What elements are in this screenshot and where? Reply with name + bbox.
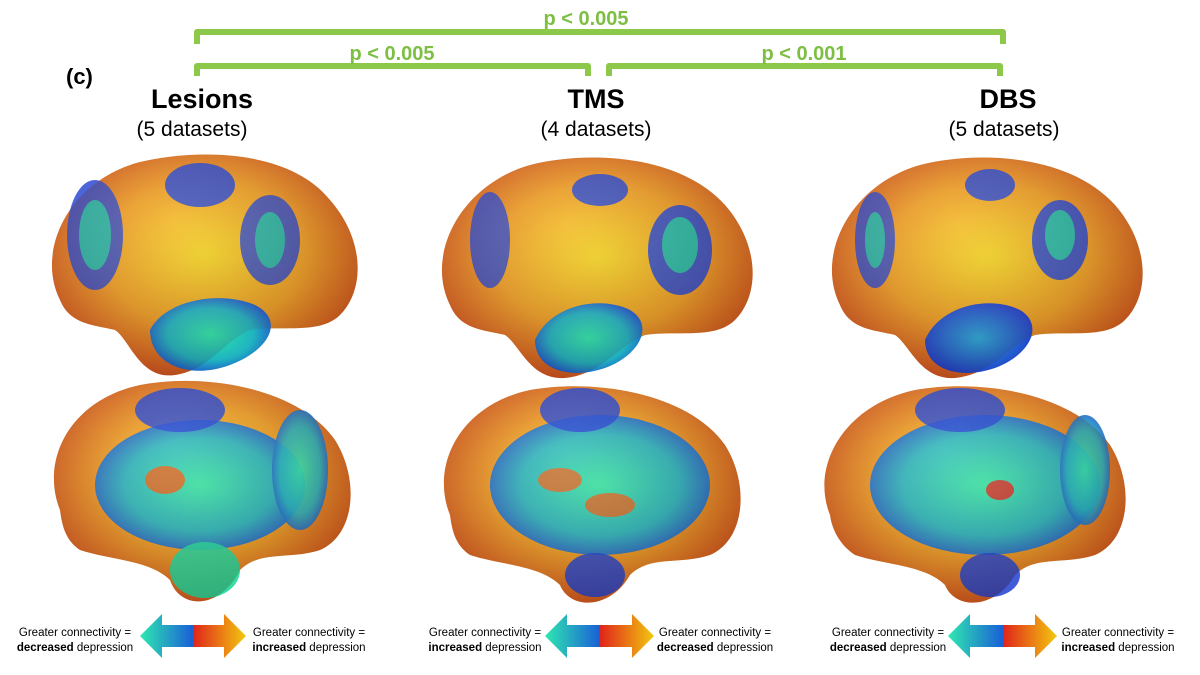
pvalue-lesions-dbs: p < 0.005 [543, 8, 629, 30]
brain-tms-lateral [441, 157, 753, 379]
column-title-dbs: DBS [979, 84, 1037, 114]
legend-tms-left: Greater connectivity = increased depress… [428, 627, 542, 654]
bracket-tms-dbs [606, 63, 1003, 76]
colorbar-legends [140, 614, 1057, 658]
brain-dbs-medial [824, 386, 1126, 603]
column-subtitle-dbs: (5 datasets) [948, 118, 1060, 141]
brain-lesions-medial [53, 380, 351, 602]
column-title-tms: TMS [567, 84, 625, 114]
pvalue-lesions-tms: p < 0.005 [349, 43, 435, 65]
pvalue-tms-dbs: p < 0.001 [761, 43, 847, 65]
column-subtitle-lesions: (5 datasets) [136, 118, 248, 141]
column-subtitle-tms: (4 datasets) [540, 118, 652, 141]
legend-dbs-left: Greater connectivity = decreased depress… [829, 627, 947, 654]
legend-lesions-right: Greater connectivity = increased depress… [252, 627, 366, 654]
colorbar-dbs [948, 614, 1057, 658]
panel-label: (c) [66, 64, 93, 89]
legend-tms-right: Greater connectivity = decreased depress… [656, 627, 774, 654]
brain-dbs-lateral [831, 157, 1143, 379]
column-title-lesions: Lesions [150, 84, 254, 114]
legend-dbs-right: Greater connectivity = increased depress… [1061, 627, 1175, 654]
legend-lesions-left: Greater connectivity = decreased depress… [16, 627, 134, 654]
significance-brackets [194, 29, 1006, 76]
colorbar-lesions [140, 614, 246, 658]
bracket-lesions-tms [194, 63, 591, 76]
bracket-lesions-dbs [194, 29, 1006, 44]
brain-tms-medial [443, 386, 741, 603]
colorbar-tms [545, 614, 654, 658]
brain-lesions-lateral [51, 154, 358, 376]
brain-renderings [51, 154, 1143, 603]
